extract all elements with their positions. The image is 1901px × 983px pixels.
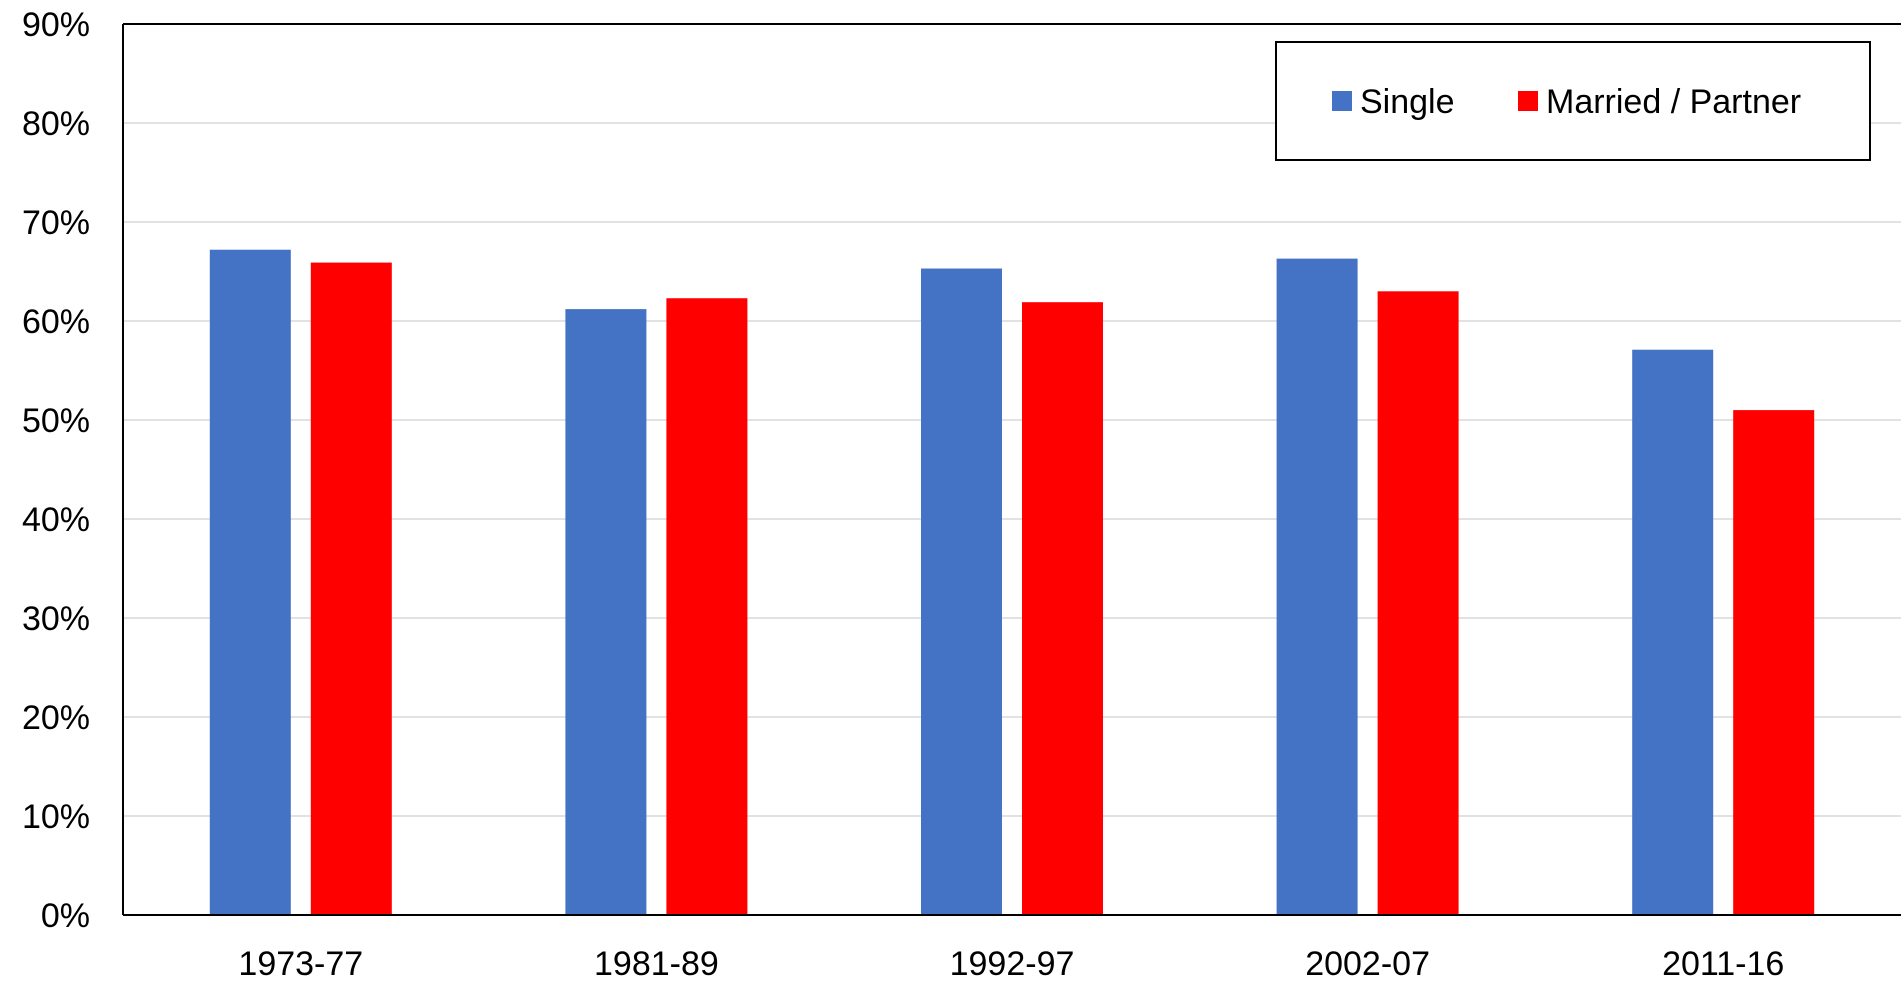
legend: Single Married / Partner	[1275, 41, 1871, 161]
bar-single	[1632, 349, 1714, 916]
x-tick-label: 1992-97	[950, 945, 1075, 978]
x-tick-label: 2011-16	[1662, 945, 1784, 978]
y-tick-label: 70%	[22, 204, 90, 242]
bar-single	[209, 249, 291, 916]
x-tick-label: 1981-89	[594, 945, 719, 978]
bars	[209, 249, 1815, 916]
x-tick-label: 2002-07	[1305, 945, 1430, 978]
y-tick-label: 80%	[22, 105, 90, 143]
bar-single	[921, 268, 1002, 915]
y-tick-label: 60%	[22, 303, 90, 341]
y-tick-label: 0%	[41, 897, 90, 935]
legend-swatch	[1518, 91, 1538, 111]
legend-box	[1275, 41, 1871, 161]
legend-label: Single	[1360, 83, 1455, 121]
y-tick-label: 40%	[22, 501, 90, 539]
bar-married-partner	[1022, 302, 1103, 915]
y-tick-labels: 0% 10% 20% 30% 40% 50% 60% 70% 80% 90%	[22, 6, 90, 935]
bar-married-partner	[1733, 410, 1815, 915]
y-tick-label: 50%	[22, 402, 90, 440]
bar-single	[1276, 258, 1358, 915]
x-tick-labels: 1973-77 1981-89 1992-97 2002-07 2011-16	[238, 945, 1784, 983]
y-tick-label: 20%	[22, 699, 90, 737]
y-tick-label: 30%	[22, 600, 90, 638]
y-tick-label: 90%	[22, 6, 90, 44]
bar-married-partner	[1377, 291, 1459, 915]
legend-swatch	[1332, 91, 1352, 111]
bar-single	[565, 309, 647, 915]
legend-label: Married / Partner	[1546, 83, 1801, 121]
bar-married-partner	[666, 298, 748, 916]
y-tick-label: 10%	[22, 798, 90, 836]
bar-married-partner	[310, 262, 392, 916]
x-tick-label: 1973-77	[238, 945, 363, 978]
axes	[122, 23, 1901, 916]
gridlines	[123, 122, 1901, 817]
